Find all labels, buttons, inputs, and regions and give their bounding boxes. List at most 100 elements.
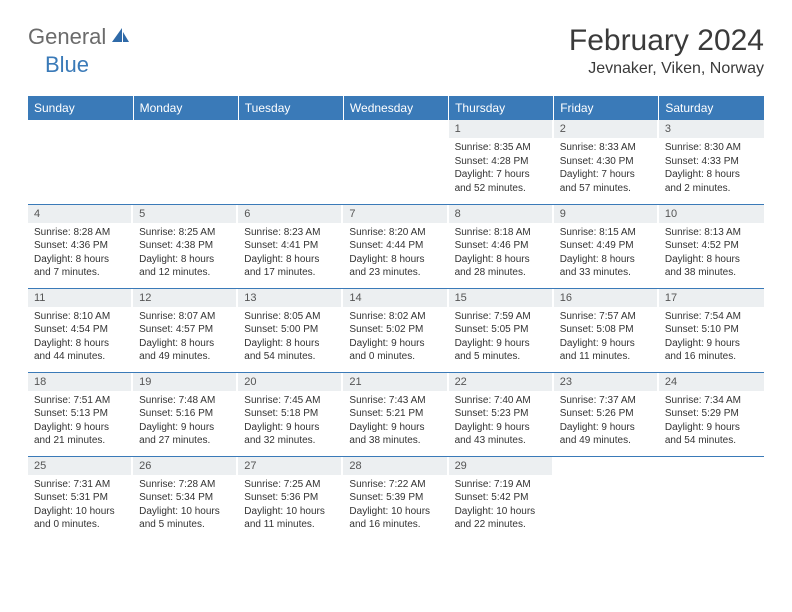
day-number: 1 — [449, 120, 554, 138]
daylight-text: Daylight: 8 hours and 33 minutes. — [560, 253, 653, 280]
daylight-text: Daylight: 8 hours and 12 minutes. — [139, 253, 232, 280]
calendar-cell: 27Sunrise: 7:25 AMSunset: 5:36 PMDayligh… — [238, 456, 343, 540]
sunrise-text: Sunrise: 8:05 AM — [244, 310, 337, 324]
calendar-cell: 1Sunrise: 8:35 AMSunset: 4:28 PMDaylight… — [449, 120, 554, 204]
sunset-text: Sunset: 5:31 PM — [34, 491, 127, 505]
daylight-text: Daylight: 9 hours and 5 minutes. — [455, 337, 548, 364]
daylight-text: Daylight: 9 hours and 21 minutes. — [34, 421, 127, 448]
calendar-cell — [554, 456, 659, 540]
day-number: 9 — [554, 205, 659, 223]
day-content: Sunrise: 7:54 AMSunset: 5:10 PMDaylight:… — [659, 307, 764, 369]
sunset-text: Sunset: 5:23 PM — [455, 407, 548, 421]
calendar-cell: 3Sunrise: 8:30 AMSunset: 4:33 PMDaylight… — [659, 120, 764, 204]
weekday-header: Tuesday — [238, 96, 343, 120]
daylight-text: Daylight: 9 hours and 38 minutes. — [349, 421, 442, 448]
sunset-text: Sunset: 4:36 PM — [34, 239, 127, 253]
day-content: Sunrise: 8:25 AMSunset: 4:38 PMDaylight:… — [133, 223, 238, 285]
sunrise-text: Sunrise: 7:43 AM — [349, 394, 442, 408]
sunrise-text: Sunrise: 8:10 AM — [34, 310, 127, 324]
weekday-header: Monday — [133, 96, 238, 120]
weekday-header: Friday — [554, 96, 659, 120]
sunset-text: Sunset: 5:21 PM — [349, 407, 442, 421]
calendar-cell: 22Sunrise: 7:40 AMSunset: 5:23 PMDayligh… — [449, 372, 554, 456]
day-content: Sunrise: 7:40 AMSunset: 5:23 PMDaylight:… — [449, 391, 554, 453]
day-content: Sunrise: 8:07 AMSunset: 4:57 PMDaylight:… — [133, 307, 238, 369]
calendar-cell: 28Sunrise: 7:22 AMSunset: 5:39 PMDayligh… — [343, 456, 448, 540]
calendar-cell: 29Sunrise: 7:19 AMSunset: 5:42 PMDayligh… — [449, 456, 554, 540]
weekday-header-row: Sunday Monday Tuesday Wednesday Thursday… — [28, 96, 764, 120]
calendar-cell: 9Sunrise: 8:15 AMSunset: 4:49 PMDaylight… — [554, 204, 659, 288]
month-title: February 2024 — [569, 24, 764, 58]
day-content: Sunrise: 8:33 AMSunset: 4:30 PMDaylight:… — [554, 138, 659, 200]
sunrise-text: Sunrise: 8:35 AM — [455, 141, 548, 155]
weekday-header: Sunday — [28, 96, 133, 120]
sunrise-text: Sunrise: 7:22 AM — [349, 478, 442, 492]
daylight-text: Daylight: 9 hours and 11 minutes. — [560, 337, 653, 364]
sunrise-text: Sunrise: 8:13 AM — [665, 226, 758, 240]
day-content: Sunrise: 8:30 AMSunset: 4:33 PMDaylight:… — [659, 138, 764, 200]
title-block: February 2024 Jevnaker, Viken, Norway — [569, 24, 764, 78]
sunset-text: Sunset: 5:34 PM — [139, 491, 232, 505]
daylight-text: Daylight: 8 hours and 7 minutes. — [34, 253, 127, 280]
daylight-text: Daylight: 10 hours and 5 minutes. — [139, 505, 232, 532]
sunrise-text: Sunrise: 8:33 AM — [560, 141, 653, 155]
sunset-text: Sunset: 5:16 PM — [139, 407, 232, 421]
calendar-cell: 6Sunrise: 8:23 AMSunset: 4:41 PMDaylight… — [238, 204, 343, 288]
day-number: 22 — [449, 373, 554, 391]
day-number: 13 — [238, 289, 343, 307]
calendar-cell: 2Sunrise: 8:33 AMSunset: 4:30 PMDaylight… — [554, 120, 659, 204]
sunrise-text: Sunrise: 8:07 AM — [139, 310, 232, 324]
sunset-text: Sunset: 4:54 PM — [34, 323, 127, 337]
day-number: 7 — [343, 205, 448, 223]
daylight-text: Daylight: 9 hours and 49 minutes. — [560, 421, 653, 448]
calendar-cell: 4Sunrise: 8:28 AMSunset: 4:36 PMDaylight… — [28, 204, 133, 288]
logo-blue: Blue — [45, 52, 89, 77]
calendar-cell — [343, 120, 448, 204]
day-number: 19 — [133, 373, 238, 391]
day-content: Sunrise: 7:51 AMSunset: 5:13 PMDaylight:… — [28, 391, 133, 453]
daylight-text: Daylight: 7 hours and 52 minutes. — [455, 168, 548, 195]
calendar-cell: 24Sunrise: 7:34 AMSunset: 5:29 PMDayligh… — [659, 372, 764, 456]
sunset-text: Sunset: 4:41 PM — [244, 239, 337, 253]
sunrise-text: Sunrise: 8:20 AM — [349, 226, 442, 240]
day-number: 20 — [238, 373, 343, 391]
sunset-text: Sunset: 4:44 PM — [349, 239, 442, 253]
logo-blue-wrapper: Blue — [45, 52, 89, 78]
logo-general: General — [28, 24, 106, 50]
day-number: 21 — [343, 373, 448, 391]
sunrise-text: Sunrise: 8:25 AM — [139, 226, 232, 240]
daylight-text: Daylight: 9 hours and 32 minutes. — [244, 421, 337, 448]
sunrise-text: Sunrise: 7:34 AM — [665, 394, 758, 408]
sunset-text: Sunset: 4:57 PM — [139, 323, 232, 337]
day-content: Sunrise: 7:45 AMSunset: 5:18 PMDaylight:… — [238, 391, 343, 453]
daylight-text: Daylight: 8 hours and 28 minutes. — [455, 253, 548, 280]
calendar-cell: 10Sunrise: 8:13 AMSunset: 4:52 PMDayligh… — [659, 204, 764, 288]
calendar-cell: 26Sunrise: 7:28 AMSunset: 5:34 PMDayligh… — [133, 456, 238, 540]
weekday-header: Wednesday — [343, 96, 448, 120]
day-content: Sunrise: 7:19 AMSunset: 5:42 PMDaylight:… — [449, 475, 554, 537]
day-number: 5 — [133, 205, 238, 223]
sunset-text: Sunset: 4:52 PM — [665, 239, 758, 253]
daylight-text: Daylight: 8 hours and 23 minutes. — [349, 253, 442, 280]
sunrise-text: Sunrise: 8:02 AM — [349, 310, 442, 324]
day-content: Sunrise: 8:28 AMSunset: 4:36 PMDaylight:… — [28, 223, 133, 285]
sunset-text: Sunset: 5:13 PM — [34, 407, 127, 421]
day-content: Sunrise: 8:15 AMSunset: 4:49 PMDaylight:… — [554, 223, 659, 285]
day-number: 8 — [449, 205, 554, 223]
day-content: Sunrise: 8:02 AMSunset: 5:02 PMDaylight:… — [343, 307, 448, 369]
day-content: Sunrise: 8:10 AMSunset: 4:54 PMDaylight:… — [28, 307, 133, 369]
day-content: Sunrise: 7:57 AMSunset: 5:08 PMDaylight:… — [554, 307, 659, 369]
weekday-header: Saturday — [659, 96, 764, 120]
daylight-text: Daylight: 10 hours and 0 minutes. — [34, 505, 127, 532]
sunset-text: Sunset: 5:05 PM — [455, 323, 548, 337]
sunset-text: Sunset: 5:29 PM — [665, 407, 758, 421]
logo: General — [28, 24, 132, 50]
day-number: 29 — [449, 457, 554, 475]
day-content: Sunrise: 8:05 AMSunset: 5:00 PMDaylight:… — [238, 307, 343, 369]
daylight-text: Daylight: 9 hours and 0 minutes. — [349, 337, 442, 364]
day-content: Sunrise: 7:34 AMSunset: 5:29 PMDaylight:… — [659, 391, 764, 453]
daylight-text: Daylight: 9 hours and 16 minutes. — [665, 337, 758, 364]
calendar-week-row: 1Sunrise: 8:35 AMSunset: 4:28 PMDaylight… — [28, 120, 764, 204]
sunset-text: Sunset: 5:08 PM — [560, 323, 653, 337]
day-content: Sunrise: 8:13 AMSunset: 4:52 PMDaylight:… — [659, 223, 764, 285]
